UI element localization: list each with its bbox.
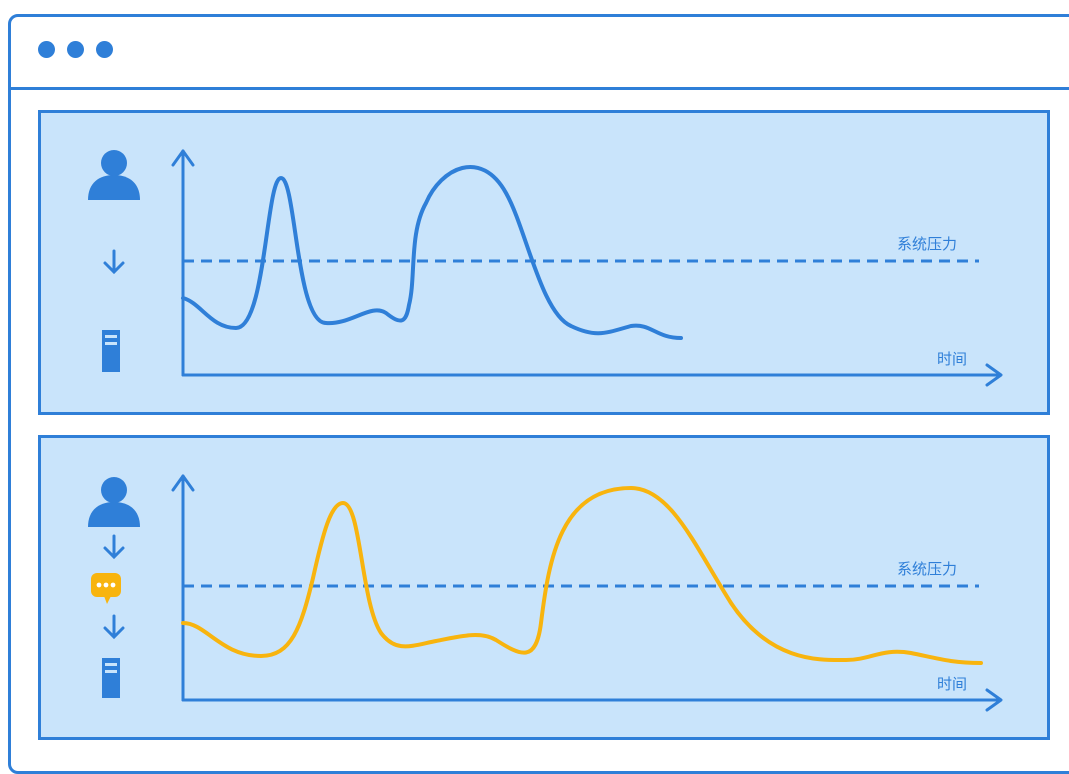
- server-icon: [102, 658, 120, 698]
- x-axis-label: 时间: [937, 673, 967, 694]
- panel-queued-requests: 系统压力 时间: [38, 435, 1050, 740]
- chart-axes: [173, 476, 1001, 710]
- arrow-down-icon: [105, 616, 123, 637]
- direct-load-curve: [183, 167, 681, 338]
- queued-load-curve: [183, 488, 981, 663]
- window-titlebar: [11, 17, 1069, 90]
- server-icon: [102, 330, 120, 372]
- window-dot-2[interactable]: [67, 41, 84, 58]
- window-dot-1[interactable]: [38, 41, 55, 58]
- window-dot-3[interactable]: [96, 41, 113, 58]
- x-axis-label: 时间: [937, 348, 967, 369]
- chart-axes: [173, 151, 1001, 385]
- user-icon: [88, 150, 140, 200]
- panel-direct-requests: 系统压力 时间: [38, 110, 1050, 415]
- direct-load-diagram: [41, 113, 1053, 418]
- arrow-down-icon: [105, 251, 123, 272]
- queued-load-diagram: [41, 438, 1053, 743]
- user-icon: [88, 477, 140, 527]
- message-queue-icon: [91, 573, 121, 604]
- arrow-down-icon: [105, 536, 123, 557]
- threshold-label: 系统压力: [897, 233, 957, 254]
- threshold-label: 系统压力: [897, 558, 957, 579]
